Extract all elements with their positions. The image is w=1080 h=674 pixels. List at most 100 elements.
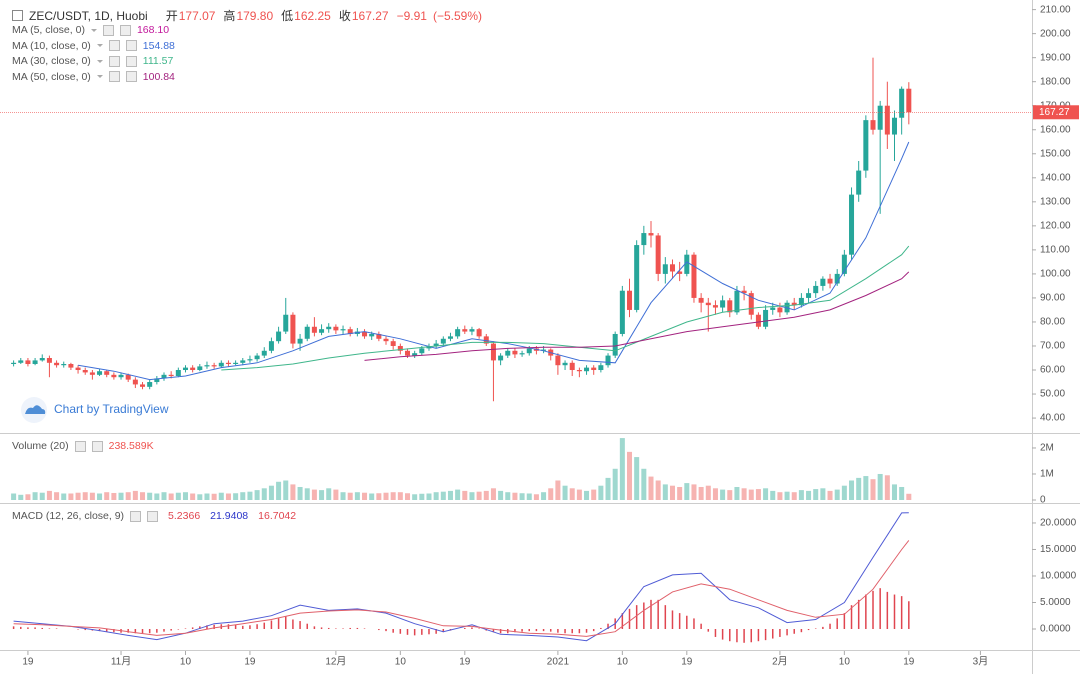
macd-histogram-bar xyxy=(786,629,788,636)
candle-body xyxy=(813,285,819,294)
macd-histogram-bar xyxy=(234,624,237,630)
candle-body xyxy=(483,336,489,344)
stat-value: 177.07 xyxy=(178,8,216,23)
volume-value: 238.589K xyxy=(108,440,154,452)
volume-bar xyxy=(512,492,518,500)
candle-body xyxy=(39,357,45,361)
y-tick-label: 0.0000 xyxy=(1040,624,1071,635)
macd-histogram-bar xyxy=(184,628,187,630)
volume-bar xyxy=(505,492,511,500)
volume-bar xyxy=(319,490,325,500)
candle-body xyxy=(598,365,604,371)
macd-histogram-bar xyxy=(34,627,36,630)
macd-histogram-bar xyxy=(256,624,258,630)
candle-body xyxy=(641,233,647,246)
candle-body xyxy=(61,364,67,366)
candle-body xyxy=(11,362,17,365)
stat-name: 开 xyxy=(165,9,178,23)
candle-body xyxy=(820,278,826,286)
macd-histogram-bar xyxy=(48,628,51,630)
volume-bar xyxy=(698,486,704,500)
candle-body xyxy=(748,293,754,315)
volume-bar xyxy=(834,489,840,500)
macd-histogram-bar xyxy=(356,627,359,630)
volume-bar xyxy=(612,468,618,500)
macd-histogram-bar xyxy=(127,629,129,633)
candle-body xyxy=(240,360,246,363)
stat-value: 167.27 xyxy=(351,8,389,23)
volume-bar xyxy=(655,480,661,500)
y-tick-label: 10.0000 xyxy=(1040,571,1077,582)
x-tick-label: 10 xyxy=(180,657,192,668)
last-price-tag xyxy=(1033,105,1079,120)
last-price-label: 167.27 xyxy=(1039,107,1070,118)
volume-bar xyxy=(46,490,52,500)
macd-title: MACD (12, 26, close, 9) xyxy=(12,510,125,522)
y-tick-label: 200.00 xyxy=(1040,28,1071,39)
volume-bar xyxy=(354,492,360,500)
volume-bar xyxy=(404,493,411,500)
candle-body xyxy=(856,170,862,195)
volume-bar xyxy=(333,489,339,500)
volume-bar xyxy=(39,492,45,500)
macd-histogram-bar xyxy=(12,626,15,630)
volume-bar xyxy=(806,490,812,500)
candle-body xyxy=(849,194,855,255)
macd-histogram-bar xyxy=(771,629,774,639)
watermark-icon xyxy=(25,405,46,414)
volume-bar xyxy=(340,492,346,500)
volume-bar xyxy=(598,485,604,500)
candle-body xyxy=(541,349,547,351)
macd-histogram-bar xyxy=(299,621,301,630)
macd-histogram-bar xyxy=(571,629,573,634)
candle-body xyxy=(899,88,905,118)
volume-bar xyxy=(727,490,733,500)
volume-bar xyxy=(741,488,747,500)
settings-icon xyxy=(130,510,142,522)
candle-body xyxy=(433,343,439,346)
candle-body xyxy=(447,336,453,339)
candle-body xyxy=(677,271,683,274)
volume-bar xyxy=(426,493,432,500)
stat-name: 低 xyxy=(281,9,294,23)
candle-body xyxy=(440,338,446,344)
macd-histogram-bar xyxy=(757,629,760,642)
macd-histogram-bar xyxy=(428,629,430,635)
candle-body xyxy=(111,374,117,378)
x-tick-label: 19 xyxy=(22,657,34,668)
candle-body xyxy=(261,350,267,356)
macd-histogram-bar xyxy=(872,590,874,630)
candle-body xyxy=(755,314,761,327)
candle-body xyxy=(204,365,210,367)
volume-bar xyxy=(591,489,597,500)
candle-body xyxy=(863,120,869,171)
candle-body xyxy=(476,329,482,337)
y-tick-label: 70.00 xyxy=(1040,341,1065,352)
ma-legend: MA (30, close, 0) 111.57 xyxy=(12,55,173,67)
macd-histogram-bar xyxy=(686,615,688,630)
candle-body xyxy=(89,372,95,375)
macd-histogram-bar xyxy=(84,629,86,631)
macd-histogram-bar xyxy=(592,629,595,632)
candle-body xyxy=(283,314,289,332)
volume-bar xyxy=(297,486,303,500)
macd-histogram-bar xyxy=(134,629,137,634)
remove-icon xyxy=(119,24,131,36)
candle-body xyxy=(798,297,804,306)
macd-histogram-bar xyxy=(292,619,294,630)
volume-bar xyxy=(311,489,317,500)
macd-histogram-bar xyxy=(270,620,273,630)
volume-bar xyxy=(648,476,654,500)
y-tick-label: 100.00 xyxy=(1040,269,1071,280)
macd-histogram-bar xyxy=(721,629,724,640)
candle-body xyxy=(605,355,611,366)
macd-histogram-bar xyxy=(650,599,652,630)
macd-histogram-bar xyxy=(141,629,144,634)
volume-bar xyxy=(569,488,575,500)
symbol-header: ZEC/USDT, 1D, Huobi 开 177.07 高 179.80 低 162.25… xyxy=(12,7,482,24)
candle-body xyxy=(140,384,146,387)
macd-histogram-bar xyxy=(105,629,108,632)
macd-histogram-bar xyxy=(320,627,323,630)
candle-body xyxy=(741,290,747,294)
